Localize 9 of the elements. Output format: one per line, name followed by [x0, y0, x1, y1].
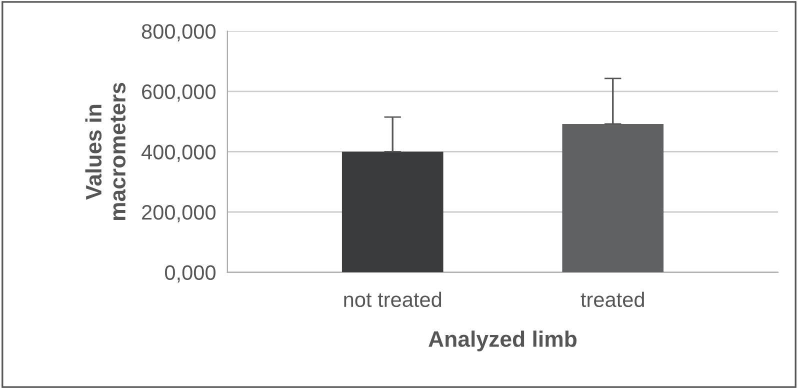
- y-tick-label: 600,000: [142, 84, 216, 102]
- y-tick-label: 0,000: [165, 265, 216, 283]
- y-tick-label: 200,000: [142, 205, 216, 222]
- x-tick-label: not treated: [344, 292, 442, 308]
- x-tick-label: treated: [580, 292, 644, 308]
- y-axis-title: Values in macrometers: [85, 82, 126, 220]
- y-tick-label: 800,000: [142, 24, 216, 42]
- y-tick-label: 400,000: [142, 144, 216, 162]
- x-axis-title: Analyzed limb: [428, 330, 577, 352]
